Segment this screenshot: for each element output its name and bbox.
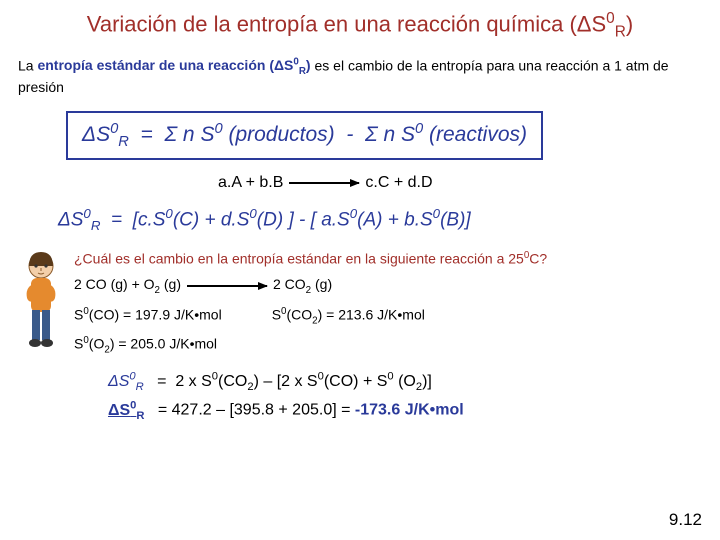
worked-example: ¿Cuál es el cambio en la entropía estánd… [18, 250, 702, 363]
arrow-icon [187, 285, 267, 287]
example-reaction-left: 2 CO (g) + O2 (g) [74, 276, 181, 296]
entropy-values-row1: S0(CO) = 197.9 J/K•mol S0(CO2) = 213.6 J… [74, 306, 702, 326]
arrow-icon [289, 182, 359, 184]
intro-paragraph: La entropía estándar de una reacción (ΔS… [18, 56, 702, 98]
entropy-formula-box: ΔS0R = Σ n S0 (productos) - Σ n S0 (reac… [66, 111, 543, 160]
example-body: ¿Cuál es el cambio en la entropía estánd… [74, 250, 702, 363]
thinking-figure-icon [18, 250, 64, 350]
slide-title: Variación de la entropía en una reacción… [18, 10, 702, 42]
result-line-1: ΔS0R = 2 x S0(CO2) – [2 x S0(CO) + S0 (O… [108, 371, 702, 394]
s-co2-value: S0(CO2) = 213.6 J/K•mol [272, 306, 425, 326]
result2-value: -173.6 J/K•mol [355, 402, 464, 419]
result2-rhs-pre: = 427.2 – [395.8 + 205.0] = [158, 402, 355, 419]
example-reaction-right: 2 CO2 (g) [273, 276, 332, 296]
page-number: 9.12 [669, 510, 702, 530]
entropy-values-row2: S0(O2) = 205.0 J/K•mol [74, 335, 702, 355]
generic-reaction: a.A + b.B c.C + d.D [218, 174, 702, 192]
entropy-balance: ΔS0R = [c.S0(C) + d.S0(D) ] - [ a.S0(A) … [58, 206, 702, 233]
example-reaction: 2 CO (g) + O2 (g) 2 CO2 (g) [74, 276, 702, 296]
intro-term: entropía estándar de una reacción (ΔS0R) [37, 57, 310, 73]
intro-pre: La [18, 57, 37, 73]
reaction-right: c.C + d.D [365, 174, 432, 192]
result1-rhs: = 2 x S0(CO2) – [2 x S0(CO) + S0 (O2)] [157, 373, 432, 390]
result-block: ΔS0R = 2 x S0(CO2) – [2 x S0(CO) + S0 (O… [108, 371, 702, 422]
result1-lhs: ΔS0R [108, 373, 144, 390]
result2-lhs: ΔS0R [108, 402, 145, 419]
s-o2-value: S0(O2) = 205.0 J/K•mol [74, 335, 217, 355]
result-line-2: ΔS0R = 427.2 – [395.8 + 205.0] = -173.6 … [108, 399, 702, 422]
example-question: ¿Cuál es el cambio en la entropía estánd… [74, 250, 702, 267]
s-co-value: S0(CO) = 197.9 J/K•mol [74, 306, 222, 326]
reaction-left: a.A + b.B [218, 174, 283, 192]
